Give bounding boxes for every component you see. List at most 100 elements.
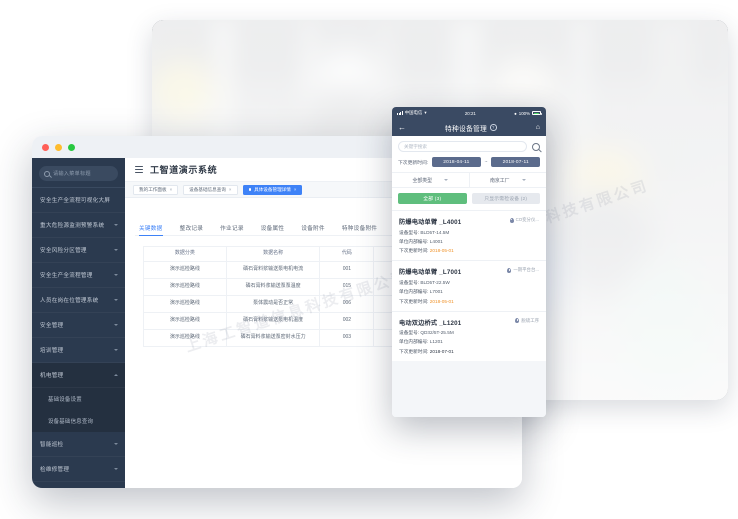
sidebar-item-risk-zone[interactable]: 安全风险分区管理 bbox=[32, 238, 125, 263]
field-label: 下次更新时间: bbox=[399, 348, 429, 354]
list-item[interactable]: 电动双边桥式 _L1201 脱硫工序 设备型号: QD32/5T-25.5M 单… bbox=[392, 310, 546, 361]
minimize-icon[interactable] bbox=[55, 143, 62, 151]
filter-chip-needs-inspection[interactable]: 只显示需检设备 (2) bbox=[471, 193, 540, 205]
sidebar-item-maintenance-mgmt[interactable]: 检维修管理 bbox=[32, 457, 125, 482]
sidebar-subitem-device-info-query[interactable]: 设备基础信息查询 bbox=[32, 410, 125, 432]
sidebar-item-safety-mgmt[interactable]: 安全管理 bbox=[32, 313, 125, 338]
device-model-row: 设备型号: BLD5T-14.5M bbox=[399, 230, 539, 236]
home-icon[interactable]: ⌂ bbox=[535, 124, 540, 131]
cell-code: 015 bbox=[319, 277, 375, 296]
cell-name: 泵体震动是否正常 bbox=[225, 294, 321, 313]
location-pin-icon bbox=[515, 318, 520, 324]
field-label: 单位内部编号: bbox=[399, 339, 429, 345]
tab-device-attachments[interactable]: 设备附件 bbox=[301, 224, 325, 235]
sidebar-item-bigscreen[interactable]: 安全生产全流程可视化大屏 bbox=[32, 188, 125, 213]
battery-percent-label: 100% bbox=[518, 110, 530, 116]
sidebar-item-label: 智能巡检 bbox=[40, 442, 64, 448]
date-to-button[interactable]: 2018-07-11 bbox=[491, 157, 540, 168]
tab-device-attributes[interactable]: 设备属性 bbox=[261, 224, 285, 235]
sidebar-divider bbox=[32, 187, 125, 188]
maximize-icon[interactable] bbox=[68, 143, 75, 151]
tab-operation-records[interactable]: 作业记录 bbox=[220, 224, 244, 235]
cell-category: 演示巡检路线 bbox=[143, 328, 227, 347]
select-device-type[interactable]: 全部类型 bbox=[392, 173, 469, 187]
sidebar-search-input[interactable]: 请输入菜单标题 bbox=[39, 166, 118, 181]
filter-chip-all[interactable]: 全部 (3) bbox=[398, 193, 467, 205]
tab-special-device-attachments[interactable]: 特种设备附件 bbox=[342, 224, 377, 235]
field-value: L7001 bbox=[429, 289, 443, 295]
column-header: 数据名称 bbox=[225, 246, 321, 262]
clock-label: 20:21 bbox=[464, 110, 476, 116]
sidebar-item-label: 重大危险源监测预警系统 bbox=[40, 223, 105, 229]
sidebar-item-hazard-monitor[interactable]: 重大危险源监测预警系统 bbox=[32, 213, 125, 238]
search-icon bbox=[44, 170, 50, 177]
cell-code: 002 bbox=[319, 311, 375, 330]
field-value: BLD5T-22.5W bbox=[420, 279, 450, 285]
close-icon[interactable]: × bbox=[169, 187, 173, 192]
field-value: 2018-07-01 bbox=[429, 348, 454, 354]
chevron-down-icon bbox=[114, 249, 118, 251]
cell-name: 磷石膏料浆输送泵电机温度 bbox=[225, 311, 321, 330]
search-icon[interactable] bbox=[532, 142, 540, 151]
phone-search-row: 关键字搜索 bbox=[392, 136, 546, 157]
field-label: 下次更新时间: bbox=[399, 248, 429, 254]
sidebar-item-label: 检维修管理 bbox=[40, 467, 70, 473]
field-label: 单位内部编号: bbox=[399, 238, 429, 244]
cell-category: 演示巡检路线 bbox=[143, 260, 227, 279]
tab-key-data[interactable]: 关键数据 bbox=[139, 224, 163, 237]
device-next-update-row: 下次更新时间: 2018-07-01 bbox=[399, 349, 539, 355]
list-item[interactable]: 防爆电动单臂 _L7001 一期平台台... 设备型号: BLD5T-22.5W… bbox=[392, 260, 546, 311]
device-name: 电动双边桥式 _L1201 bbox=[399, 319, 462, 327]
open-tab-label: 我的工作面板 bbox=[139, 186, 167, 192]
open-tab-device-query[interactable]: 设备基础信息查询 × bbox=[183, 184, 238, 195]
open-tab-device-detail[interactable]: 具体设备管理详情 × bbox=[242, 184, 303, 195]
close-icon[interactable]: × bbox=[228, 187, 232, 192]
chevron-up-icon bbox=[114, 374, 118, 376]
hamburger-icon[interactable] bbox=[135, 165, 143, 174]
device-next-update-row: 下次更新时间: 2018-05-01 bbox=[399, 248, 539, 254]
cell-category: 演示巡检路线 bbox=[143, 311, 227, 330]
sidebar-item-label: 安全风险分区管理 bbox=[40, 248, 87, 254]
field-label: 设备型号: bbox=[399, 279, 420, 285]
phone-search-input[interactable]: 关键字搜索 bbox=[398, 141, 527, 152]
date-separator: ~ bbox=[484, 159, 488, 165]
device-model-row: 设备型号: BLD5T-22.5W bbox=[399, 280, 539, 286]
select-label: 南京工厂 bbox=[489, 178, 510, 184]
sidebar-item-electromechanical[interactable]: 机电管理 bbox=[32, 363, 125, 388]
tab-rectification-records[interactable]: 整改记录 bbox=[180, 224, 204, 235]
device-header: 电动双边桥式 _L1201 脱硫工序 bbox=[399, 318, 539, 327]
sidebar-item-process-mgmt[interactable]: 安全生产全流程管理 bbox=[32, 263, 125, 288]
open-tab-label: 设备基础信息查询 bbox=[189, 186, 226, 192]
cell-name: 磷石膏料浆输送泵电机电流 bbox=[225, 260, 321, 279]
field-value: L1201 bbox=[429, 339, 443, 345]
sidebar-subitem-basic-device-setting[interactable]: 基础设备设置 bbox=[32, 388, 125, 410]
app-header: 工智道演示系统 bbox=[125, 158, 522, 182]
open-tab-label: 具体设备管理详情 bbox=[254, 186, 291, 192]
tab-label: 作业记录 bbox=[220, 226, 244, 232]
sidebar-item-training-mgmt[interactable]: 培训管理 bbox=[32, 338, 125, 363]
cell-code: 006 bbox=[319, 294, 375, 313]
sidebar-item-label: 安全生产全流程管理 bbox=[40, 273, 93, 279]
sidebar-item-smart-inspection[interactable]: 智能巡检 bbox=[32, 432, 125, 457]
phone-body: 关键字搜索 下次更新时间: 2018-04-11 ~ 2018-07-11 全部… bbox=[392, 136, 546, 417]
field-value: QD32/5T-25.5M bbox=[420, 329, 454, 335]
tab-label: 设备属性 bbox=[260, 226, 285, 232]
help-icon[interactable]: ? bbox=[490, 124, 497, 131]
device-name: 防爆电动单臂 _L4001 bbox=[399, 219, 462, 227]
select-factory[interactable]: 南京工厂 bbox=[468, 173, 547, 188]
close-icon[interactable] bbox=[42, 143, 49, 151]
back-arrow-icon[interactable]: ← bbox=[398, 122, 406, 132]
list-item[interactable]: 防爆电动单臂 _L4001 CO变分仪... 设备型号: BLD5T-14.5M… bbox=[392, 210, 546, 261]
sidebar-item-staff-position[interactable]: 人员在岗在位管理系统 bbox=[32, 288, 125, 313]
cell-code: 003 bbox=[319, 328, 375, 347]
tab-label: 关键数据 bbox=[139, 226, 163, 232]
device-location: 脱硫工序 bbox=[515, 318, 539, 324]
close-icon[interactable]: × bbox=[293, 187, 297, 192]
open-tab-workbench[interactable]: 我的工作面板 × bbox=[133, 184, 179, 195]
cell-category: 演示巡检路线 bbox=[143, 277, 227, 296]
date-from-button[interactable]: 2018-04-11 bbox=[432, 157, 481, 168]
cell-code: 001 bbox=[319, 260, 375, 279]
mobile-device-panel: 中国电信 ▾ 20:21 ● 100% ← 特种设备管理 ? ⌂ 关键字搜索 bbox=[392, 107, 546, 417]
content-tabs: 关键数据 整改记录 作业记录 设备属性 设备附件 特种设备附件 bbox=[135, 218, 512, 237]
